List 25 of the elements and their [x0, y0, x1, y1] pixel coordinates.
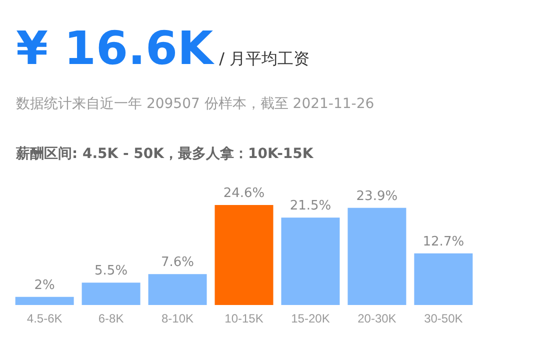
x-tick-label: 20-30K [358, 312, 396, 326]
data-label: 2% [34, 278, 55, 293]
bar [214, 205, 274, 305]
bar [15, 296, 74, 305]
bar [281, 218, 340, 305]
text: 数据统计来自近一年 209507 份样本，截至 2021-11-26 [16, 96, 374, 112]
data-label: 5.5% [94, 264, 128, 279]
chart-subtitle: / 月平均工资 [219, 49, 310, 68]
x-tick-label: 6-8K [98, 312, 124, 326]
text: 薪酬区间: 4.5K - 50K，最多人拿：10K-15K [15, 146, 314, 162]
data-label: 21.5% [290, 198, 332, 214]
x-tick-label: 4.5-6K [26, 312, 62, 326]
data-label: 12.7% [422, 234, 464, 250]
data-label: 23.9% [356, 188, 398, 204]
data-label: 7.6% [161, 255, 194, 270]
data-label: 24.6% [223, 186, 265, 201]
x-tick-label: 15-20K [291, 312, 330, 326]
chart-title: ¥ 16.6K [16, 21, 216, 75]
bar [414, 253, 473, 305]
x-tick-label: 30-50K [424, 312, 463, 326]
x-tick-label: 10-15K [224, 312, 264, 326]
bar [148, 274, 207, 305]
bar [82, 282, 140, 305]
bar [348, 208, 406, 305]
x-tick-label: 8-10K [162, 312, 194, 326]
